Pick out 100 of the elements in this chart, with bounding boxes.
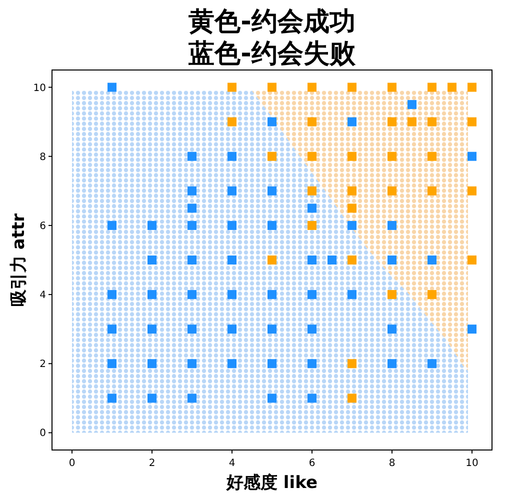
- x-tick-label: 0: [68, 458, 76, 469]
- point: [348, 290, 356, 300]
- point: [328, 256, 336, 264]
- y-tick-label: 8: [40, 152, 46, 163]
- point: [308, 324, 316, 334]
- point: [268, 290, 276, 300]
- point: [308, 359, 316, 368]
- point: [188, 204, 196, 213]
- x-tick-label: 8: [388, 458, 396, 469]
- point: [388, 290, 396, 300]
- y-tick-label: 4: [40, 290, 46, 302]
- point: [348, 82, 356, 92]
- point: [428, 82, 436, 92]
- point: [228, 220, 236, 230]
- point: [148, 359, 156, 368]
- point: [408, 100, 416, 110]
- point: [348, 186, 356, 196]
- point: [188, 290, 196, 300]
- point: [228, 359, 236, 368]
- point: [388, 256, 396, 264]
- point: [348, 204, 356, 213]
- point: [308, 117, 316, 126]
- point: [388, 152, 396, 161]
- point: [308, 256, 316, 264]
- point: [468, 82, 476, 92]
- point: [308, 220, 316, 230]
- point: [428, 117, 436, 126]
- point: [348, 256, 356, 264]
- point: [308, 290, 316, 300]
- point: [408, 117, 416, 126]
- point: [108, 324, 116, 334]
- point: [468, 152, 476, 161]
- x-tick-label: 6: [308, 458, 316, 469]
- point: [388, 186, 396, 196]
- point: [388, 359, 396, 368]
- point: [308, 394, 316, 403]
- point: [348, 394, 356, 403]
- point: [348, 152, 356, 161]
- point: [148, 324, 156, 334]
- point: [148, 256, 156, 264]
- point: [268, 220, 276, 230]
- point: [428, 186, 436, 196]
- point: [188, 394, 196, 403]
- point: [188, 256, 196, 264]
- point: [428, 256, 436, 264]
- point: [228, 290, 236, 300]
- point: [108, 290, 116, 300]
- point: [268, 359, 276, 368]
- y-tick-label: 2: [40, 359, 46, 370]
- x-tick-label: 10: [466, 458, 478, 469]
- point: [228, 82, 236, 92]
- point: [188, 186, 196, 196]
- y-tick-label: 10: [33, 82, 46, 94]
- point: [308, 204, 316, 213]
- point: [268, 394, 276, 403]
- point: [228, 324, 236, 334]
- point: [468, 256, 476, 264]
- point: [188, 324, 196, 334]
- y-axis-title: 吸引力 attr: [9, 212, 29, 307]
- point: [308, 186, 316, 196]
- y-tick-label: 0: [40, 428, 46, 440]
- point: [268, 82, 276, 92]
- point: [308, 152, 316, 161]
- point: [148, 220, 156, 230]
- point: [428, 152, 436, 161]
- point: [428, 290, 436, 300]
- point: [388, 117, 396, 126]
- point: [188, 220, 196, 230]
- point: [388, 82, 396, 92]
- x-axis-title: 好感度 like: [226, 473, 318, 493]
- point: [268, 117, 276, 126]
- point: [348, 117, 356, 126]
- x-tick-label: 2: [148, 458, 156, 469]
- point: [108, 220, 116, 230]
- point: [228, 152, 236, 161]
- point: [228, 186, 236, 196]
- point: [268, 256, 276, 264]
- point: [188, 359, 196, 368]
- point: [468, 186, 476, 196]
- point: [268, 324, 276, 334]
- point: [468, 117, 476, 126]
- point: [188, 152, 196, 161]
- point: [268, 152, 276, 161]
- point: [148, 394, 156, 403]
- point: [468, 324, 476, 334]
- point: [308, 82, 316, 92]
- point: [108, 394, 116, 403]
- point: [108, 359, 116, 368]
- point: [268, 186, 276, 196]
- point: [228, 117, 236, 126]
- y-tick-label: 6: [40, 220, 46, 232]
- point: [348, 359, 356, 368]
- point: [348, 220, 356, 230]
- point: [228, 256, 236, 264]
- chart-title: 黄色-约会成功: [188, 7, 356, 37]
- point: [148, 290, 156, 300]
- point: [388, 324, 396, 334]
- point: [388, 220, 396, 230]
- point: [108, 82, 116, 92]
- point: [448, 82, 456, 92]
